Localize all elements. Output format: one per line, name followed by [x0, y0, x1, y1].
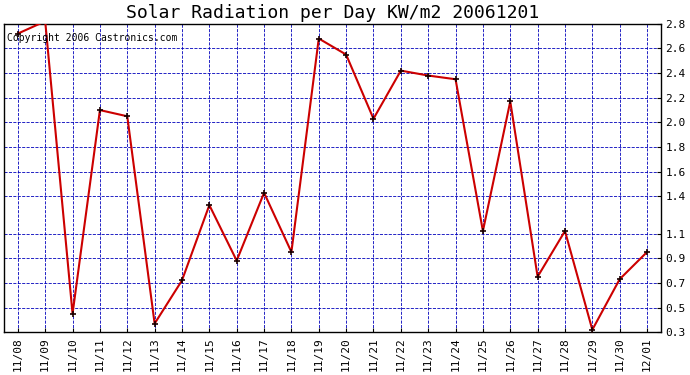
Title: Solar Radiation per Day KW/m2 20061201: Solar Radiation per Day KW/m2 20061201: [126, 4, 539, 22]
Text: Copyright 2006 Castronics.com: Copyright 2006 Castronics.com: [8, 33, 178, 43]
